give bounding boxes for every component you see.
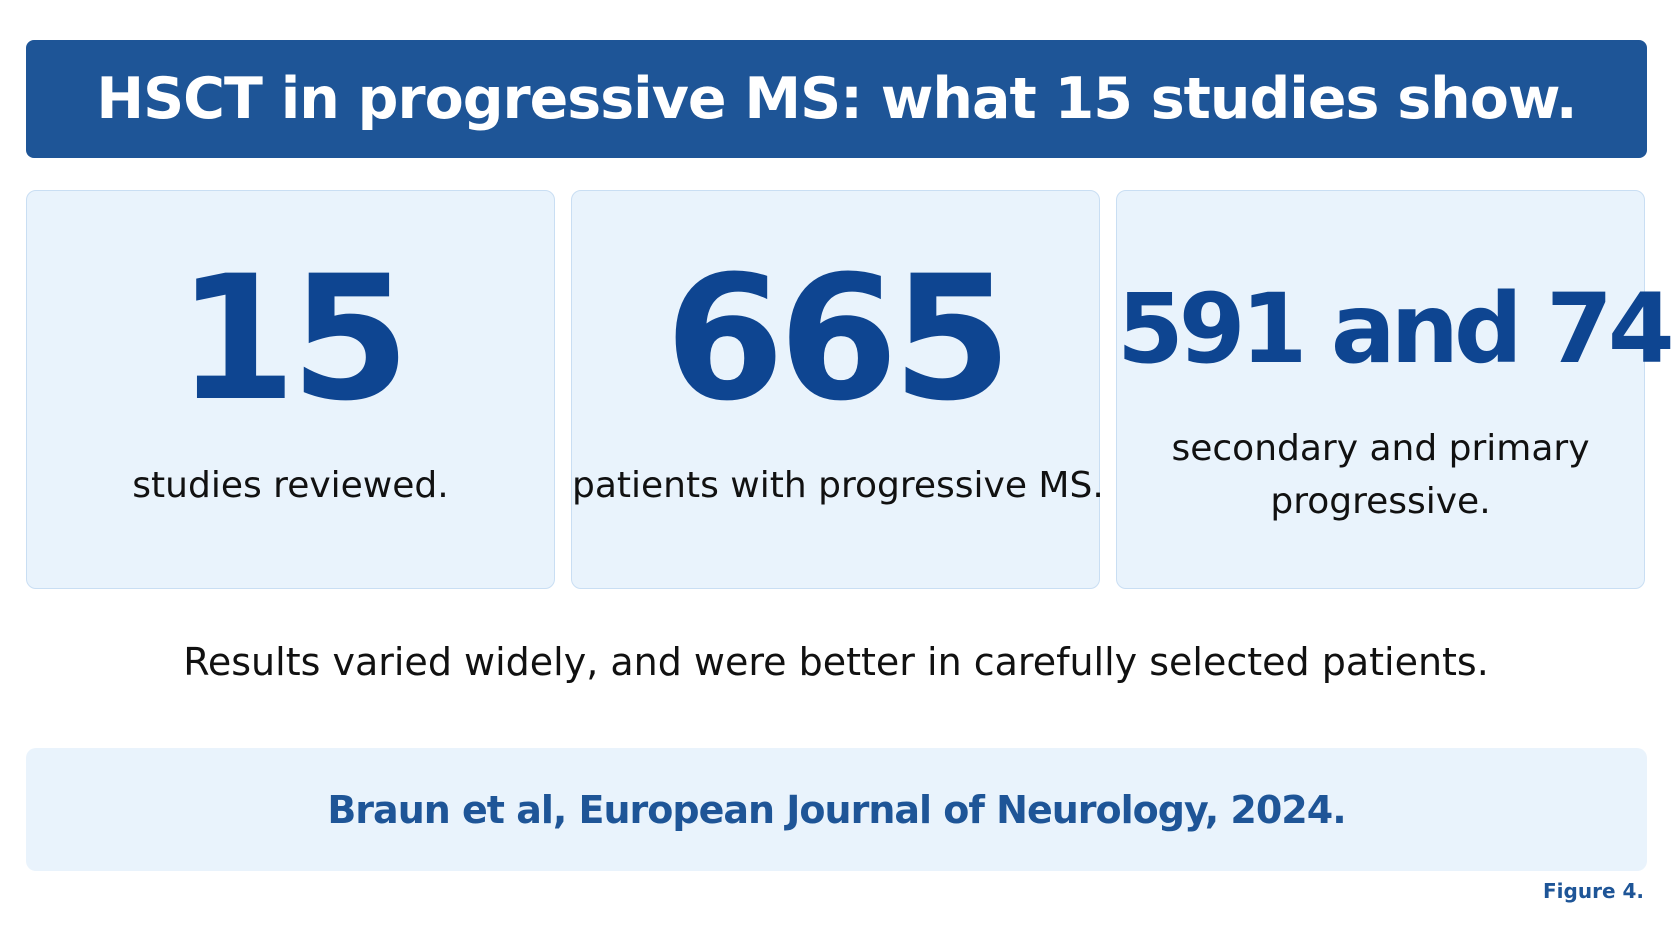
stat-value-patients: 665 (664, 238, 1012, 439)
title-banner: HSCT in progressive MS: what 15 studies … (26, 40, 1647, 158)
citation-box: Braun et al, European Journal of Neurolo… (26, 748, 1647, 871)
citation-text: Braun et al, European Journal of Neurolo… (327, 787, 1346, 832)
stat-card-studies: 15 studies reviewed. (26, 190, 555, 589)
summary-text: Results varied widely, and were better i… (183, 640, 1489, 684)
stat-card-subtypes: 591 and 74 secondary and primary progres… (1116, 190, 1672, 589)
figure-label: Figure 4. (1543, 879, 1644, 903)
page-title: HSCT in progressive MS: what 15 studies … (96, 66, 1577, 132)
stat-caption-patients: patients with progressive MS. (572, 465, 1104, 506)
stat-value-studies: 15 (176, 238, 410, 439)
stat-value-subtypes: 591 and 74 (1117, 273, 1672, 385)
stat-card-patients: 665 patients with progressive MS. (571, 190, 1104, 589)
stat-caption-subtypes: secondary and primary progressive. (1171, 428, 1590, 522)
stat-caption-studies: studies reviewed. (132, 465, 449, 506)
